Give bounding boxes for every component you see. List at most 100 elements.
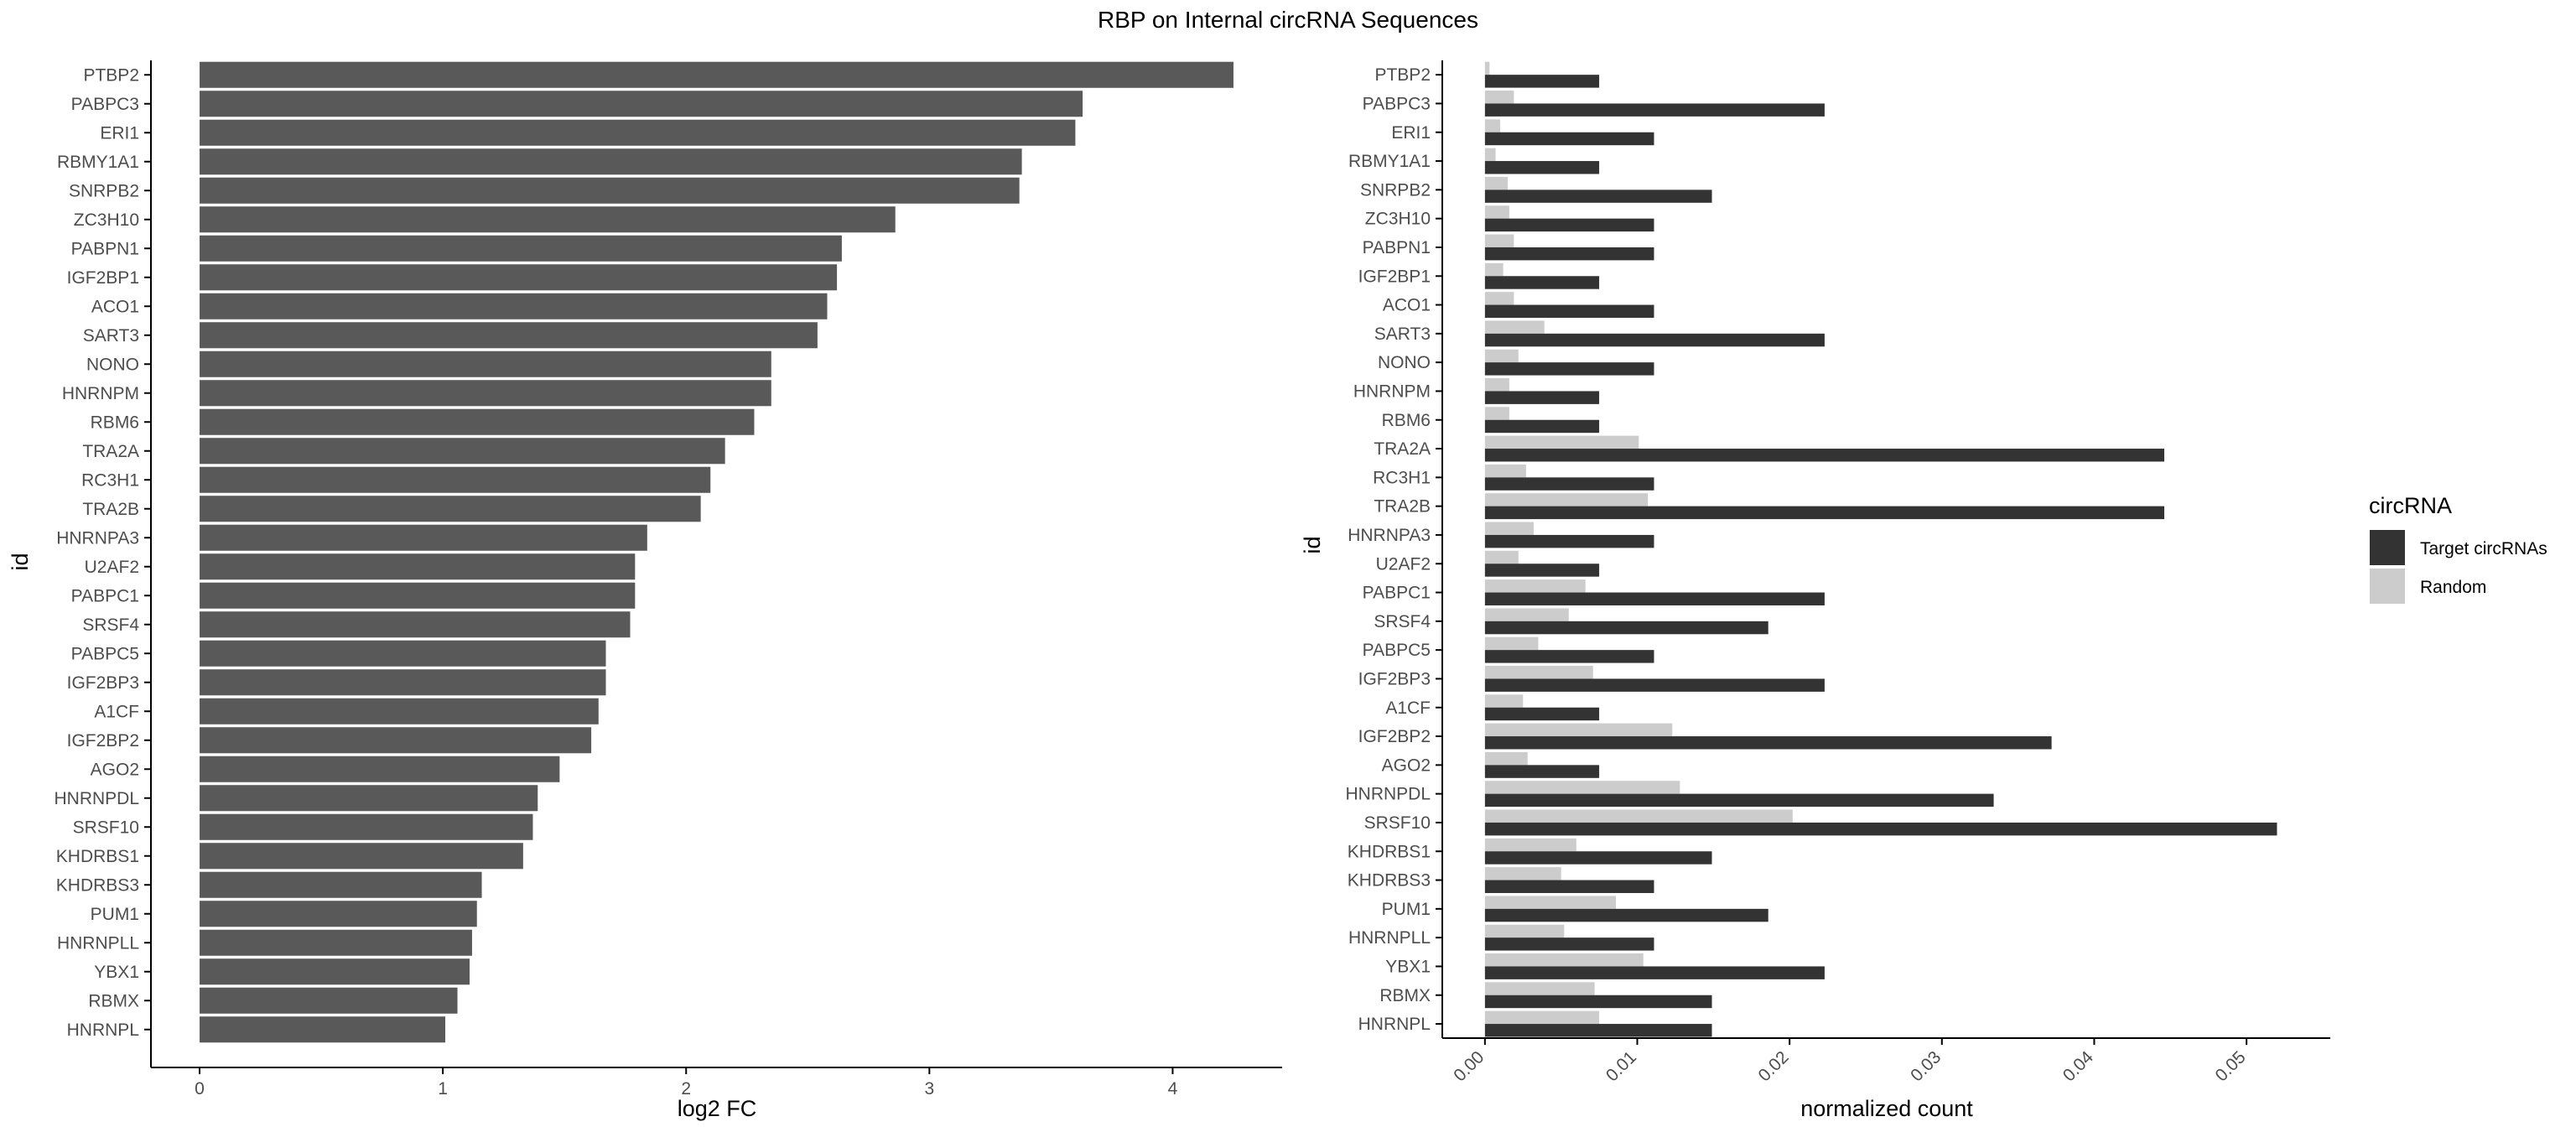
bar-random-hnrnpl: [1484, 1010, 1600, 1025]
bar-target-circrnas-tra2b: [1484, 506, 2165, 520]
y-label-igf2bp2: IGF2BP2: [67, 731, 139, 750]
y-label-pabpc1: PABPC1: [71, 586, 139, 605]
x-tick-label-1: 1: [438, 1079, 448, 1098]
bar-target-circrnas-pum1: [1484, 908, 1768, 922]
bar-target-circrnas-khdrbs3: [1484, 880, 1654, 893]
bar-sart3: [200, 322, 818, 349]
y-label-pum1: PUM1: [1382, 900, 1431, 919]
bar-hnrnpa3: [200, 524, 647, 551]
bar-target-circrnas-u2af2: [1484, 564, 1600, 577]
bar-target-circrnas-ptbp2: [1484, 75, 1600, 88]
bar-a1cf: [200, 698, 599, 724]
bar-rbmy1a1: [200, 148, 1022, 175]
y-label-zc3h10: ZC3H10: [74, 210, 139, 230]
log2fc-bars: [200, 61, 1233, 1043]
bar-pum1: [200, 901, 477, 927]
bar-random-ago2: [1484, 751, 1528, 766]
y-label-a1cf: A1CF: [1385, 699, 1431, 718]
bar-random-u2af2: [1484, 550, 1519, 564]
bar-random-rc3h1: [1484, 464, 1526, 478]
x-tick-label-0.00: 0.00: [1450, 1047, 1488, 1085]
y-label-khdrbs3: KHDRBS3: [1348, 871, 1431, 891]
bar-random-srsf10: [1484, 809, 1793, 823]
x-tick-label-4: 4: [1168, 1079, 1178, 1098]
x-tick-label-0.05: 0.05: [2211, 1047, 2249, 1085]
legend-key-target: [2370, 530, 2405, 565]
bar-random-hnrnpll: [1484, 924, 1565, 938]
bar-target-circrnas-hnrnpm: [1484, 391, 1600, 404]
bar-rbmx: [200, 987, 458, 1014]
bar-pabpc1: [200, 582, 636, 609]
y-label-ptbp2: PTBP2: [83, 65, 139, 85]
bar-random-srsf4: [1484, 608, 1569, 621]
bar-ybx1: [200, 958, 470, 985]
bar-random-zc3h10: [1484, 205, 1509, 219]
bar-target-circrnas-hnrnpdl: [1484, 793, 1994, 808]
bar-random-sart3: [1484, 320, 1545, 334]
y-label-pabpc1: PABPC1: [1363, 584, 1431, 603]
y-label-pabpn1: PABPN1: [1363, 238, 1431, 257]
bar-target-circrnas-rc3h1: [1484, 477, 1654, 491]
left-y-axis-title: id: [8, 553, 33, 570]
y-label-rbmy1a1: RBMY1A1: [1348, 152, 1431, 171]
y-label-hnrnpll: HNRNPLL: [57, 933, 139, 953]
bar-zc3h10: [200, 206, 896, 233]
bar-khdrbs3: [200, 871, 482, 898]
bar-target-circrnas-sart3: [1484, 333, 1825, 347]
bar-random-snrpb2: [1484, 176, 1509, 190]
bar-nono: [200, 351, 771, 377]
bar-hnrnpdl: [200, 785, 538, 812]
bar-random-igf2bp1: [1484, 262, 1504, 277]
y-label-snrpb2: SNRPB2: [1360, 180, 1431, 200]
bar-tra2b: [200, 496, 701, 522]
y-label-igf2bp1: IGF2BP1: [67, 268, 139, 288]
legend-label-random: Random: [2420, 578, 2486, 597]
bar-target-circrnas-igf2bp1: [1484, 276, 1600, 289]
legend-title: circRNA: [2369, 493, 2452, 518]
bar-aco1: [200, 293, 828, 319]
y-label-ybx1: YBX1: [94, 963, 139, 982]
y-label-hnrnpl: HNRNPL: [67, 1021, 139, 1040]
y-label-pum1: PUM1: [91, 905, 139, 924]
bar-random-pabpc1: [1484, 579, 1586, 593]
bar-random-pabpc5: [1484, 636, 1539, 651]
bar-target-circrnas-khdrbs1: [1484, 851, 1712, 865]
y-label-u2af2: U2AF2: [85, 558, 139, 577]
y-label-sart3: SART3: [1374, 325, 1431, 344]
y-label-igf2bp1: IGF2BP1: [1358, 267, 1431, 286]
bar-target-circrnas-ybx1: [1484, 966, 1825, 979]
bar-target-circrnas-pabpn1: [1484, 247, 1654, 261]
bar-target-circrnas-rbmy1a1: [1484, 161, 1600, 174]
y-label-pabpn1: PABPN1: [71, 239, 139, 258]
y-label-eri1: ERI1: [1391, 123, 1431, 143]
y-label-srsf10: SRSF10: [1364, 813, 1431, 833]
bar-target-circrnas-rbm6: [1484, 419, 1600, 434]
x-tick-label-2: 2: [681, 1079, 691, 1098]
y-label-tra2a: TRA2A: [1374, 439, 1431, 459]
y-label-snrpb2: SNRPB2: [69, 181, 139, 200]
y-label-aco1: ACO1: [1383, 296, 1431, 315]
bar-ptbp2: [200, 61, 1233, 88]
y-label-rbmx: RBMX: [1379, 986, 1431, 1005]
bar-target-circrnas-pabpc1: [1484, 592, 1825, 605]
y-label-u2af2: U2AF2: [1376, 554, 1431, 574]
y-label-rbmy1a1: RBMY1A1: [57, 153, 139, 172]
y-label-aco1: ACO1: [91, 297, 139, 316]
y-label-rbm6: RBM6: [1382, 411, 1431, 430]
y-label-zc3h10: ZC3H10: [1365, 210, 1431, 229]
y-label-pabpc5: PABPC5: [1363, 641, 1431, 660]
bar-random-rbmx: [1484, 982, 1595, 995]
bar-target-circrnas-pabpc3: [1484, 103, 1825, 117]
y-label-eri1: ERI1: [100, 123, 139, 143]
bar-rbm6: [200, 408, 755, 435]
y-label-rbm6: RBM6: [91, 413, 139, 432]
bar-random-rbm6: [1484, 407, 1509, 420]
y-label-nono: NONO: [86, 355, 139, 374]
bar-target-circrnas-srsf4: [1484, 621, 1768, 635]
bar-srsf10: [200, 813, 533, 840]
bar-random-a1cf: [1484, 694, 1524, 708]
bar-target-circrnas-nono: [1484, 362, 1654, 376]
bar-random-nono: [1484, 349, 1519, 363]
left-y-tick-labels: PTBP2 PABPC3 ERI1 RBMY1A1 SNRPB2 ZC3H10 PABPN1…: [54, 65, 151, 1040]
bar-ago2: [200, 756, 560, 782]
